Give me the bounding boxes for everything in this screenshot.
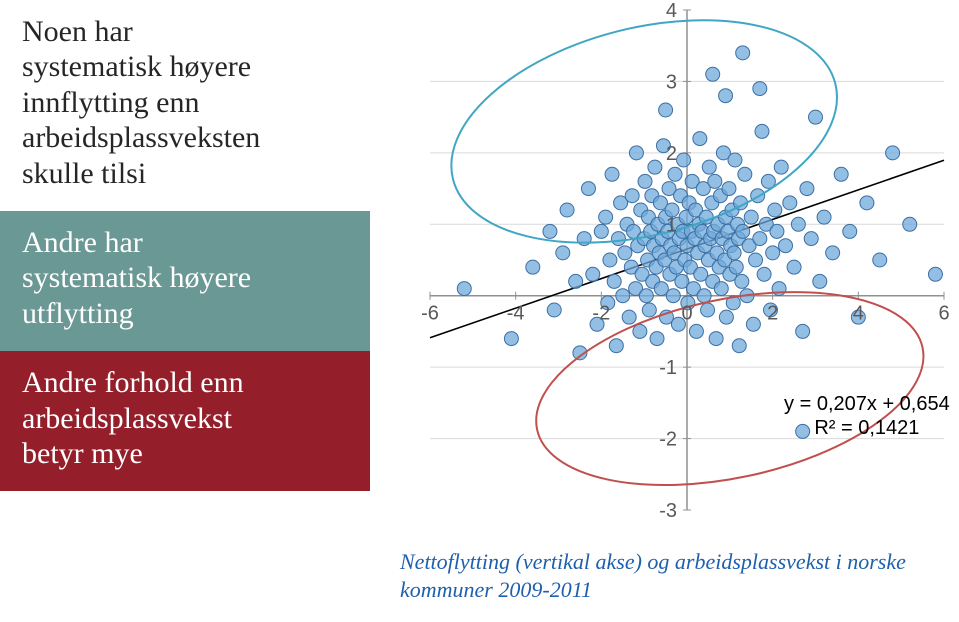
text-line: arbeidsplassvekst <box>22 401 348 436</box>
scatter-chart: -6 -4 -2 0 2 4 6 -3 -2 -1 1 2 3 4 y = 0,207x + 0,654R²… <box>370 0 959 540</box>
text-line: betyr mye <box>22 436 348 471</box>
text-line: utflytting <box>22 296 348 331</box>
svg-text:4: 4 <box>666 0 677 22</box>
text-line: systematisk høyere <box>22 49 348 84</box>
svg-text:2: 2 <box>666 143 677 165</box>
chart-caption: Nettoflytting (vertikal akse) og arbeids… <box>400 548 940 603</box>
text-line: arbeidsplassveksten <box>22 120 348 155</box>
text-box: Andre harsystematisk høyereutflytting <box>0 211 370 351</box>
svg-text:-6: -6 <box>421 303 439 325</box>
text-boxes-column: Noen harsystematisk høyereinnflytting en… <box>0 0 370 491</box>
svg-text:-2: -2 <box>659 429 677 451</box>
svg-text:3: 3 <box>666 71 677 93</box>
svg-text:2: 2 <box>767 303 778 325</box>
text-line: systematisk høyere <box>22 260 348 295</box>
text-line: innflytting enn <box>22 85 348 120</box>
text-line: skulle tilsi <box>22 156 348 191</box>
text-box: Noen harsystematisk høyereinnflytting en… <box>0 0 370 211</box>
text-line: Andre har <box>22 225 348 260</box>
text-box: Andre forhold ennarbeidsplassvekstbetyr … <box>0 351 370 491</box>
svg-text:-4: -4 <box>507 303 525 325</box>
svg-text:y = 0,207x + 0,654: y = 0,207x + 0,654 <box>784 393 950 415</box>
text-line: Andre forhold enn <box>22 365 348 400</box>
svg-text:-1: -1 <box>659 357 677 379</box>
svg-text:6: 6 <box>938 303 949 325</box>
text-line: Noen har <box>22 14 348 49</box>
svg-text:R² = 0,1421: R² = 0,1421 <box>814 417 919 439</box>
svg-text:1: 1 <box>666 214 677 236</box>
caption-text: Nettoflytting (vertikal akse) og arbeids… <box>400 549 906 602</box>
svg-text:-3: -3 <box>659 500 677 522</box>
chart-area: -6 -4 -2 0 2 4 6 -3 -2 -1 1 2 3 4 y = 0,207x + 0,654R²… <box>370 0 959 622</box>
svg-text:4: 4 <box>853 303 864 325</box>
svg-text:0: 0 <box>681 303 692 325</box>
svg-text:-2: -2 <box>592 303 610 325</box>
